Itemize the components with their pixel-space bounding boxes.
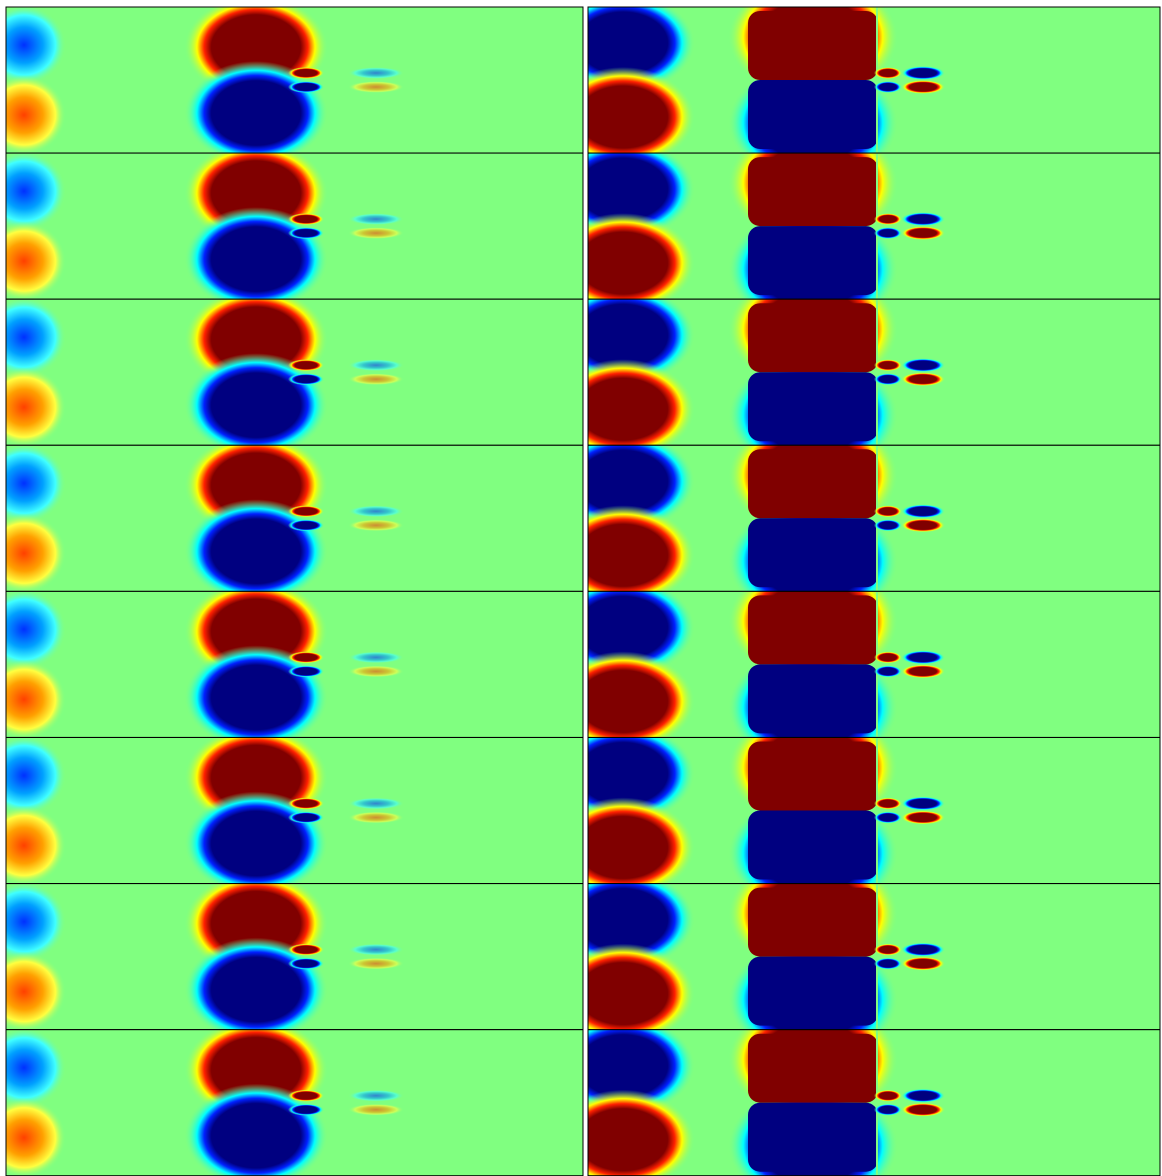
left-panel [6,591,583,738]
left-panel [6,445,583,592]
left-panel [6,1029,583,1176]
left-panel [6,299,583,446]
left-panel [6,153,583,300]
left-panel [6,7,583,153]
left-panel [6,883,583,1030]
left-panel [6,737,583,884]
